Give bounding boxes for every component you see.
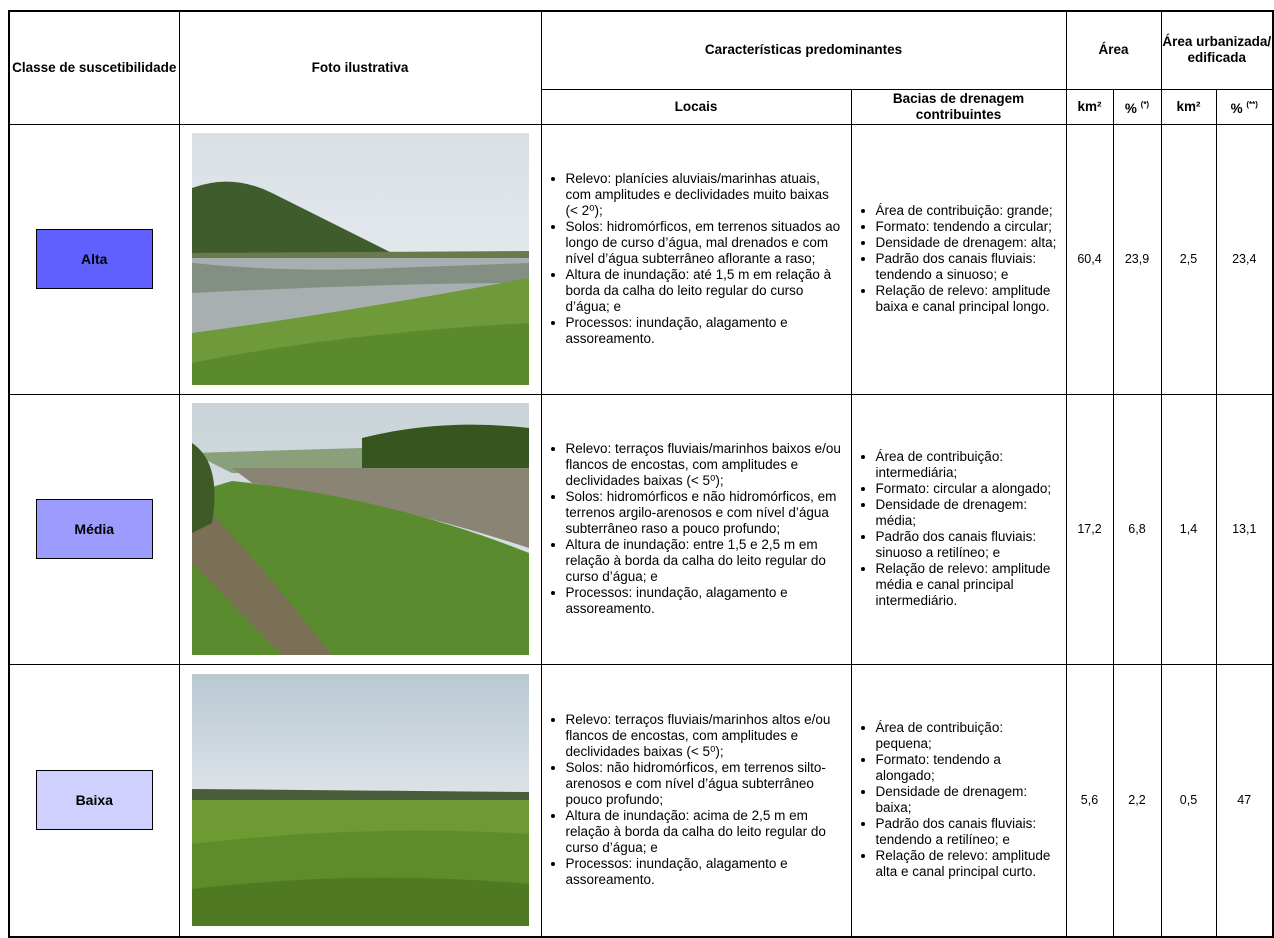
- urb-pct: 23,4: [1215, 123, 1274, 395]
- bullet-item: Densidade de drenagem: média;: [876, 497, 1060, 529]
- bullet-item: Densidade de drenagem: baixa;: [876, 784, 1060, 816]
- pct-note: (*): [1140, 99, 1150, 109]
- bullet-item: Padrão dos canais fluviais: sinuoso a re…: [876, 529, 1060, 561]
- bullet-item: Relevo: terraços fluviais/marinhos altos…: [566, 712, 845, 760]
- area-pct: 2,2: [1112, 663, 1162, 938]
- urb-pct: 13,1: [1215, 393, 1274, 665]
- photo-cell: [178, 393, 542, 665]
- bullet-item: Densidade de drenagem: alta;: [876, 235, 1060, 251]
- table-body: Alta Relevo: planícies aluviais/marinhas…: [8, 123, 1274, 938]
- locais-cell: Relevo: planícies aluviais/marinhas atua…: [540, 123, 852, 395]
- urb-km: 0,5: [1160, 663, 1217, 938]
- area-pct: 23,9: [1112, 123, 1162, 395]
- area-km: 60,4: [1065, 123, 1114, 395]
- class-cell: Média: [8, 393, 180, 665]
- bullet-item: Altura de inundação: entre 1,5 e 2,5 m e…: [566, 537, 845, 585]
- bullet-item: Área de contribuição: grande;: [876, 203, 1060, 219]
- photo: [191, 403, 529, 655]
- bacias-list: Área de contribuição: intermediária;Form…: [852, 449, 1066, 609]
- locais-cell: Relevo: terraços fluviais/marinhos baixo…: [540, 393, 852, 665]
- header-pct: % (**): [1215, 88, 1274, 125]
- bullet-item: Processos: inundação, alagamento e assor…: [566, 856, 845, 888]
- urb-km: 1,4: [1160, 393, 1217, 665]
- bullet-item: Área de contribuição: pequena;: [876, 720, 1060, 752]
- header-bacias: Bacias de drenagem contribuintes: [850, 88, 1067, 125]
- bullet-item: Processos: inundação, alagamento e assor…: [566, 585, 845, 617]
- bacias-list: Área de contribuição: pequena;Formato: t…: [852, 720, 1066, 880]
- bullet-item: Área de contribuição: intermediária;: [876, 449, 1060, 481]
- bullet-item: Solos: não hidromórficos, em terrenos si…: [566, 760, 845, 808]
- bullet-item: Altura de inundação: até 1,5 m em relaçã…: [566, 267, 845, 315]
- photo: [191, 674, 529, 927]
- bullet-item: Altura de inundação: acima de 2,5 m em r…: [566, 808, 845, 856]
- class-cell: Baixa: [8, 663, 180, 938]
- bullet-item: Solos: hidromórficos, em terrenos situad…: [566, 219, 845, 267]
- locais-list: Relevo: terraços fluviais/marinhos altos…: [542, 712, 851, 888]
- class-label: Alta: [35, 229, 153, 289]
- header-km: km²: [1065, 88, 1114, 125]
- bacias-cell: Área de contribuição: pequena;Formato: t…: [850, 663, 1067, 938]
- header-locais: Locais: [540, 88, 852, 125]
- bullet-item: Solos: hidromórficos e não hidromórficos…: [566, 489, 845, 537]
- urb-km: 2,5: [1160, 123, 1217, 395]
- header-km: km²: [1160, 88, 1217, 125]
- bullet-item: Formato: tendendo a alongado;: [876, 752, 1060, 784]
- bullet-item: Relação de relevo: amplitude média e can…: [876, 561, 1060, 609]
- table-row: Média Relevo: terraços fluviais/marinhos…: [8, 393, 1274, 665]
- bullet-item: Padrão dos canais fluviais: tendendo a r…: [876, 816, 1060, 848]
- area-pct: 6,8: [1112, 393, 1162, 665]
- area-km: 5,6: [1065, 663, 1114, 938]
- bacias-list: Área de contribuição: grande;Formato: te…: [852, 203, 1066, 315]
- bullet-item: Formato: circular a alongado;: [876, 481, 1060, 497]
- bullet-item: Formato: tendendo a circular;: [876, 219, 1060, 235]
- locais-cell: Relevo: terraços fluviais/marinhos altos…: [540, 663, 852, 938]
- table-row: Alta Relevo: planícies aluviais/marinhas…: [8, 123, 1274, 395]
- header-urban: Área urbanizada/ edificada: [1160, 10, 1274, 90]
- pct-label: %: [1124, 100, 1137, 116]
- bullet-item: Padrão dos canais fluviais: tendendo a s…: [876, 251, 1060, 283]
- table-row: Baixa Relevo: terraços fluviais/marinhos…: [8, 663, 1274, 938]
- pct-note: (**): [1246, 99, 1258, 109]
- class-label: Média: [35, 499, 153, 559]
- photo: [191, 133, 529, 385]
- bullet-item: Relevo: terraços fluviais/marinhos baixo…: [566, 441, 845, 489]
- bullet-item: Relevo: planícies aluviais/marinhas atua…: [566, 171, 845, 219]
- bullet-item: Relação de relevo: amplitude baixa e can…: [876, 283, 1060, 315]
- locais-list: Relevo: planícies aluviais/marinhas atua…: [542, 171, 851, 347]
- bacias-cell: Área de contribuição: intermediária;Form…: [850, 393, 1067, 665]
- bullet-item: Processos: inundação, alagamento e assor…: [566, 315, 845, 347]
- urb-pct: 47: [1215, 663, 1274, 938]
- header-area: Área: [1065, 10, 1162, 90]
- susceptibility-table: Classe de suscetibilidade Foto ilustrati…: [8, 10, 1274, 938]
- bullet-item: Relação de relevo: amplitude alta e cana…: [876, 848, 1060, 880]
- class-cell: Alta: [8, 123, 180, 395]
- locais-list: Relevo: terraços fluviais/marinhos baixo…: [542, 441, 851, 617]
- header-characteristics: Características predominantes: [540, 10, 1067, 90]
- header-pct: % (*): [1112, 88, 1162, 125]
- pct-label: %: [1230, 100, 1243, 116]
- bacias-cell: Área de contribuição: grande;Formato: te…: [850, 123, 1067, 395]
- area-km: 17,2: [1065, 393, 1114, 665]
- class-label: Baixa: [35, 770, 153, 831]
- photo-cell: [178, 123, 542, 395]
- photo-cell: [178, 663, 542, 938]
- header-photo: Foto ilustrativa: [178, 10, 542, 125]
- header-class: Classe de suscetibilidade: [8, 10, 180, 125]
